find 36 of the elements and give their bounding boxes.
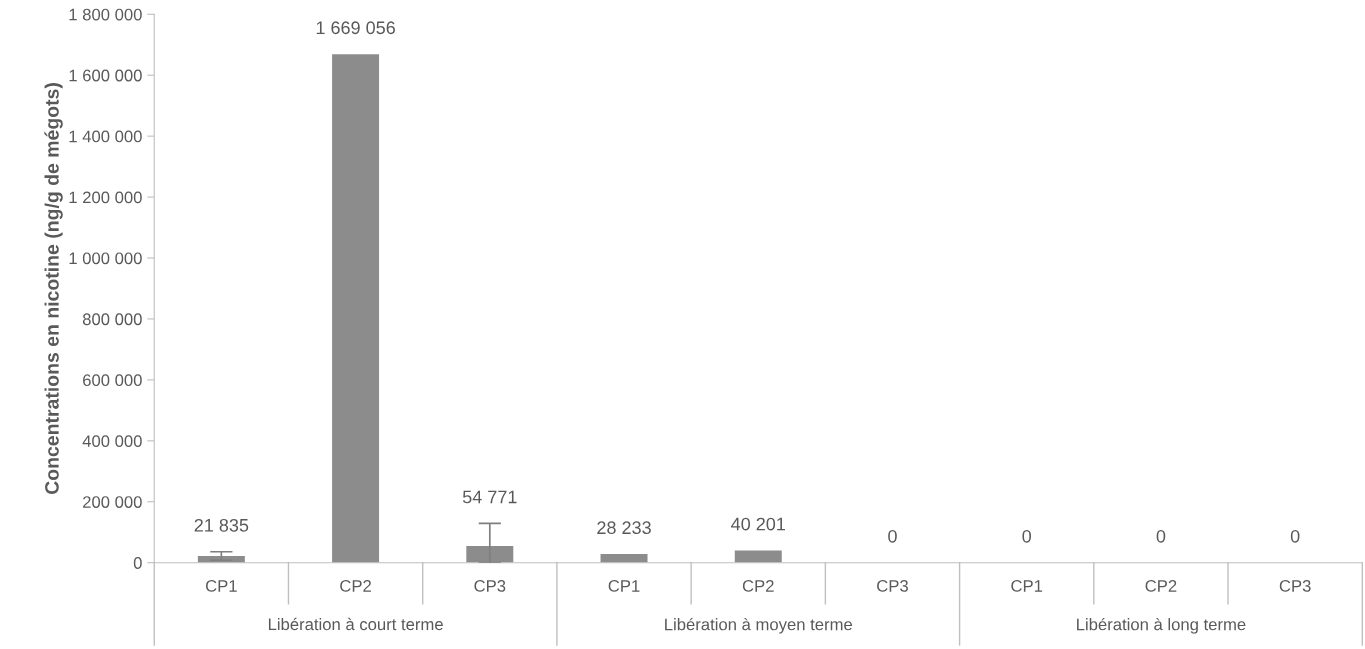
y-tick-label: 1 000 000 — [69, 252, 142, 265]
y-tick-label: 1 800 000 — [69, 8, 142, 21]
data-label: 28 233 — [597, 521, 651, 535]
bar — [466, 546, 514, 563]
text: Libération à long terme — [1077, 617, 1246, 634]
y-tick-label: 400 000 — [82, 435, 142, 448]
x-tick-label: CP1 — [608, 580, 640, 592]
bar — [332, 54, 380, 563]
x-tick-label: CP3 — [1279, 580, 1311, 592]
data-label: 0 — [888, 529, 897, 543]
x-tick-label: CP1 — [1011, 580, 1043, 592]
data-label: 1 669 056 — [316, 21, 395, 35]
x-tick-label: CP3 — [474, 580, 506, 592]
data-label: 21 835 — [194, 518, 249, 532]
data-label: 40 201 — [731, 517, 785, 531]
x-tick-label: CP2 — [742, 580, 774, 592]
y-tick-label: 1 400 000 — [69, 130, 142, 143]
text: Libération à moyen terme — [665, 617, 853, 634]
y-tick-label: 1 200 000 — [69, 191, 142, 204]
bar — [600, 554, 648, 563]
x-tick-label: CP2 — [1145, 580, 1177, 592]
x-tick-label: CP1 — [205, 580, 237, 592]
y-tick-label: 1 600 000 — [69, 69, 142, 82]
y-tick-label: 600 000 — [83, 374, 142, 387]
data-label: 0 — [1290, 529, 1300, 543]
data-label: 0 — [1156, 529, 1166, 543]
y-tick-label: 0 — [133, 557, 142, 569]
y-tick-label: 200 000 — [83, 496, 142, 508]
data-label: 54 771 — [462, 490, 517, 504]
y-axis-title: Concentrations en nicotine (ng/g de mégots) — [44, 83, 63, 494]
y-tick-label: 800 000 — [82, 313, 142, 326]
bar — [734, 550, 782, 563]
x-tick-label: CP3 — [877, 580, 908, 592]
text: Libération à court terme — [268, 617, 443, 631]
x-tick-label: CP2 — [340, 580, 371, 592]
data-label: 0 — [1022, 529, 1032, 543]
